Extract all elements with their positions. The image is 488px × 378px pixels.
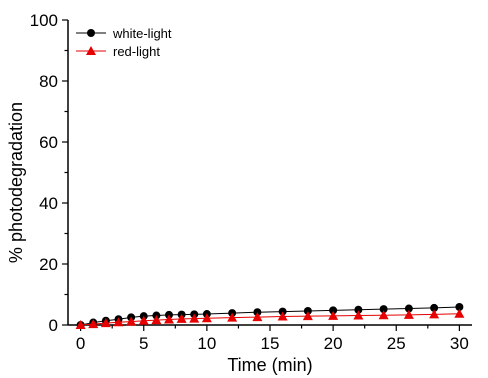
data-point-white-light — [430, 303, 439, 312]
x-tick-label: 30 — [450, 334, 469, 353]
data-point-red-light — [88, 319, 99, 329]
legend: white-light red-light — [76, 26, 172, 59]
data-point-red-light — [176, 313, 187, 323]
data-point-red-light — [277, 311, 288, 321]
data-point-red-light — [429, 309, 440, 319]
legend-item-white-light: white-light — [76, 26, 172, 41]
series-line-red-light — [80, 313, 460, 326]
data-point-white-light — [329, 306, 338, 315]
x-tick-label: 25 — [387, 334, 406, 353]
legend-marker-red-light — [86, 46, 96, 55]
axes: 0 5 10 15 20 25 30 0 20 40 60 80 100 — [30, 11, 472, 353]
data-point-red-light — [302, 311, 313, 321]
data-point-red-light — [328, 310, 339, 320]
series-red-light — [75, 308, 465, 329]
data-point-red-light — [75, 320, 86, 329]
data-point-red-light — [113, 317, 124, 327]
legend-label-white-light: white-light — [112, 26, 172, 41]
data-point-red-light — [378, 310, 389, 320]
data-point-red-light — [138, 315, 149, 325]
x-tick-label: 10 — [197, 334, 216, 353]
y-tick-label: 100 — [30, 11, 58, 30]
data-point-red-light — [252, 312, 263, 322]
series-layer — [75, 303, 465, 329]
data-point-red-light — [126, 316, 137, 326]
y-tick-label: 40 — [39, 194, 58, 213]
data-point-white-light — [404, 304, 413, 313]
x-tick-label: 20 — [324, 334, 343, 353]
legend-label-red-light: red-light — [113, 44, 160, 59]
data-point-white-light — [379, 305, 388, 314]
data-point-red-light — [454, 308, 465, 318]
x-tick-label: 0 — [76, 334, 85, 353]
data-point-white-light — [455, 303, 464, 312]
y-tick-label: 60 — [39, 133, 58, 152]
data-point-red-light — [353, 310, 364, 320]
data-point-red-light — [151, 315, 162, 325]
x-tick-label: 5 — [139, 334, 148, 353]
data-point-red-light — [403, 309, 414, 319]
y-tick-label: 20 — [39, 255, 58, 274]
y-tick-label: 0 — [49, 316, 58, 335]
data-point-white-light — [303, 306, 312, 315]
x-axis-title: Time (min) — [227, 355, 312, 375]
legend-item-red-light: red-light — [76, 44, 160, 59]
data-point-red-light — [164, 314, 174, 324]
y-tick-label: 80 — [39, 72, 58, 91]
data-point-red-light — [100, 318, 111, 328]
series-line-white-light — [80, 306, 460, 326]
data-point-white-light — [354, 305, 363, 314]
legend-marker-white-light — [87, 29, 95, 37]
data-point-red-light — [189, 313, 200, 323]
x-tick-label: 15 — [261, 334, 280, 353]
y-axis-title: % photodegradation — [6, 102, 26, 263]
data-point-red-light — [201, 313, 212, 323]
data-point-red-light — [227, 312, 238, 322]
